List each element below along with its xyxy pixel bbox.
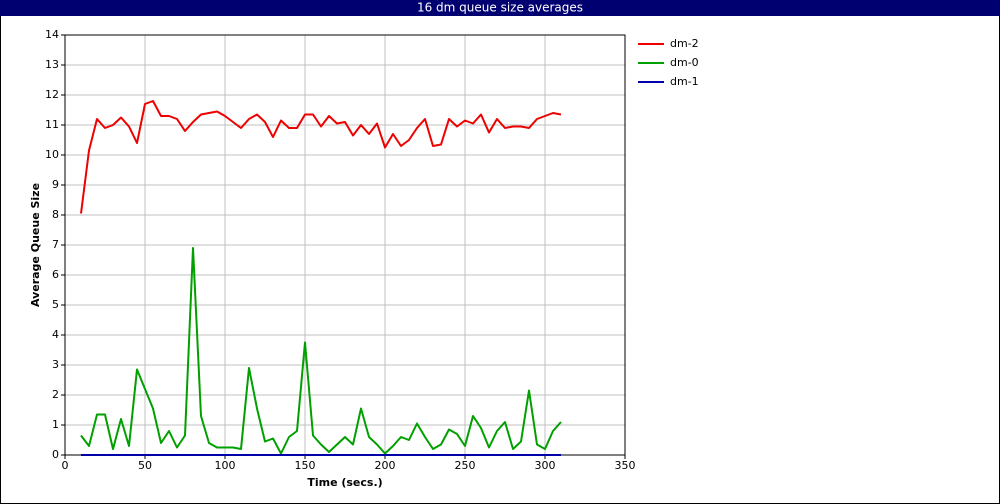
y-tick-label: 8	[52, 208, 59, 221]
y-tick-label: 0	[52, 448, 59, 461]
x-axis-label: Time (secs.)	[307, 476, 382, 489]
series-line	[80, 247, 562, 455]
legend-label: dm-1	[670, 75, 699, 88]
y-tick-label: 3	[52, 358, 59, 371]
y-tick-label: 6	[52, 268, 59, 281]
x-tick-label: 200	[375, 459, 396, 472]
y-tick-label: 2	[52, 388, 59, 401]
x-tick-label: 350	[615, 459, 636, 472]
y-tick-label: 14	[45, 28, 59, 41]
y-tick-label: 7	[52, 238, 59, 251]
y-tick-label: 10	[45, 148, 59, 161]
chart-title: 16 dm queue size averages	[417, 1, 583, 15]
y-tick-label: 12	[45, 88, 59, 101]
x-tick-label: 150	[295, 459, 316, 472]
y-tick-label: 9	[52, 178, 59, 191]
x-tick-label: 300	[535, 459, 556, 472]
series-line	[80, 100, 562, 214]
y-axis-label: Average Queue Size	[29, 183, 42, 307]
x-tick-label: 250	[455, 459, 476, 472]
y-tick-label: 5	[52, 298, 59, 311]
legend-label: dm-2	[670, 37, 699, 50]
title-bar	[0, 0, 1000, 16]
y-tick-label: 1	[52, 418, 59, 431]
y-tick-label: 11	[45, 118, 59, 131]
x-tick-label: 50	[138, 459, 152, 472]
x-tick-label: 100	[215, 459, 236, 472]
y-tick-label: 13	[45, 58, 59, 71]
legend-label: dm-0	[670, 56, 699, 69]
y-tick-label: 4	[52, 328, 59, 341]
x-tick-label: 0	[62, 459, 69, 472]
